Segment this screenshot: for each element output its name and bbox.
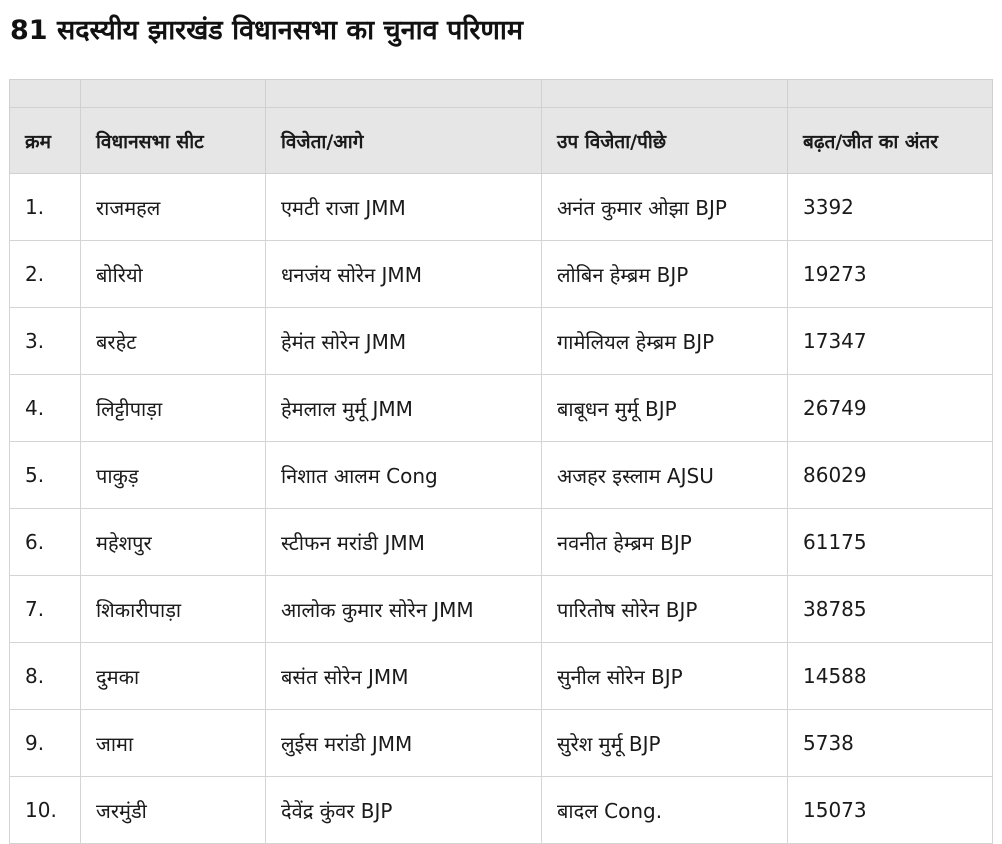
serial-cell: 6.	[9, 508, 81, 576]
serial-cell: 8.	[9, 642, 81, 710]
seat-cell: लिट्टीपाड़ा	[80, 374, 266, 442]
runner-up-cell: पारितोष सोरेन BJP	[541, 575, 788, 643]
winner-cell: हेमलाल मुर्मू JMM	[265, 374, 542, 442]
seat-cell: बोरियो	[80, 240, 266, 308]
margin-cell: 3392	[787, 173, 993, 241]
seat-cell: महेशपुर	[80, 508, 266, 576]
serial-cell: 5.	[9, 441, 81, 509]
margin-cell: 17347	[787, 307, 993, 375]
column-header-runner-up: उप विजेता/पीछे	[541, 107, 788, 174]
seat-cell: बरहेट	[80, 307, 266, 375]
empty-header-cell	[80, 79, 266, 108]
empty-header-cell	[265, 79, 542, 108]
column-header-seat: विधानसभा सीट	[80, 107, 266, 174]
empty-header-cell	[787, 79, 993, 108]
table-row: 4. लिट्टीपाड़ा हेमलाल मुर्मू JMM बाबूधन …	[9, 374, 993, 442]
winner-cell: धनजंय सोरेन JMM	[265, 240, 542, 308]
serial-cell: 9.	[9, 709, 81, 777]
runner-up-cell: अनंत कुमार ओझा BJP	[541, 173, 788, 241]
winner-cell: लुईस मरांडी JMM	[265, 709, 542, 777]
runner-up-cell: सुरेश मुर्मू BJP	[541, 709, 788, 777]
margin-cell: 61175	[787, 508, 993, 576]
margin-cell: 5738	[787, 709, 993, 777]
table-row: 3. बरहेट हेमंत सोरेन JMM गामेलियल हेम्ब्…	[9, 307, 993, 375]
margin-cell: 86029	[787, 441, 993, 509]
serial-cell: 1.	[9, 173, 81, 241]
column-header-winner: विजेता/आगे	[265, 107, 542, 174]
table-header-row: क्रम विधानसभा सीट विजेता/आगे उप विजेता/प…	[9, 107, 993, 174]
winner-cell: बसंत सोरेन JMM	[265, 642, 542, 710]
serial-cell: 7.	[9, 575, 81, 643]
column-header-margin: बढ़त/जीत का अंतर	[787, 107, 993, 174]
seat-cell: शिकारीपाड़ा	[80, 575, 266, 643]
table-row: 2. बोरियो धनजंय सोरेन JMM लोबिन हेम्ब्रम…	[9, 240, 993, 308]
table-row: 1. राजमहल एमटी राजा JMM अनंत कुमार ओझा B…	[9, 173, 993, 241]
winner-cell: एमटी राजा JMM	[265, 173, 542, 241]
winner-cell: देवेंद्र कुंवर BJP	[265, 776, 542, 844]
margin-cell: 15073	[787, 776, 993, 844]
runner-up-cell: लोबिन हेम्ब्रम BJP	[541, 240, 788, 308]
table-empty-header-row	[9, 79, 993, 108]
margin-cell: 38785	[787, 575, 993, 643]
runner-up-cell: सुनील सोरेन BJP	[541, 642, 788, 710]
runner-up-cell: बादल Cong.	[541, 776, 788, 844]
empty-header-cell	[541, 79, 788, 108]
winner-cell: हेमंत सोरेन JMM	[265, 307, 542, 375]
serial-cell: 4.	[9, 374, 81, 442]
table-row: 6. महेशपुर स्टीफन मरांडी JMM नवनीत हेम्ब…	[9, 508, 993, 576]
column-header-serial: क्रम	[9, 107, 81, 174]
seat-cell: जरमुंडी	[80, 776, 266, 844]
seat-cell: राजमहल	[80, 173, 266, 241]
runner-up-cell: नवनीत हेम्ब्रम BJP	[541, 508, 788, 576]
empty-header-cell	[9, 79, 81, 108]
margin-cell: 14588	[787, 642, 993, 710]
winner-cell: आलोक कुमार सोरेन JMM	[265, 575, 542, 643]
winner-cell: निशात आलम Cong	[265, 441, 542, 509]
page-title: 81 सदस्यीय झारखंड विधानसभा का चुनाव परिण…	[10, 15, 524, 46]
margin-cell: 19273	[787, 240, 993, 308]
runner-up-cell: गामेलियल हेम्ब्रम BJP	[541, 307, 788, 375]
runner-up-cell: बाबूधन मुर्मू BJP	[541, 374, 788, 442]
table-row: 7. शिकारीपाड़ा आलोक कुमार सोरेन JMM पारि…	[9, 575, 993, 643]
seat-cell: जामा	[80, 709, 266, 777]
table-row: 5. पाकुड़ निशात आलम Cong अजहर इस्लाम AJS…	[9, 441, 993, 509]
serial-cell: 10.	[9, 776, 81, 844]
table-row: 8. दुमका बसंत सोरेन JMM सुनील सोरेन BJP …	[9, 642, 993, 710]
runner-up-cell: अजहर इस्लाम AJSU	[541, 441, 788, 509]
serial-cell: 3.	[9, 307, 81, 375]
serial-cell: 2.	[9, 240, 81, 308]
seat-cell: दुमका	[80, 642, 266, 710]
table-row: 10. जरमुंडी देवेंद्र कुंवर BJP बादल Cong…	[9, 776, 993, 844]
seat-cell: पाकुड़	[80, 441, 266, 509]
results-table: क्रम विधानसभा सीट विजेता/आगे उप विजेता/प…	[9, 79, 993, 844]
margin-cell: 26749	[787, 374, 993, 442]
table-row: 9. जामा लुईस मरांडी JMM सुरेश मुर्मू BJP…	[9, 709, 993, 777]
winner-cell: स्टीफन मरांडी JMM	[265, 508, 542, 576]
